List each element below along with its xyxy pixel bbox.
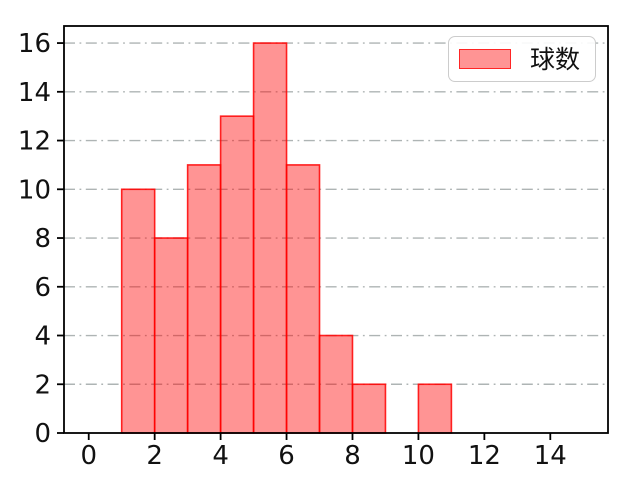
x-tick-label: 2 — [146, 441, 163, 471]
y-tick-label: 10 — [18, 175, 51, 205]
y-tick-label: 8 — [34, 224, 51, 254]
x-tick-label: 8 — [344, 441, 361, 471]
histogram-bar — [417, 383, 453, 434]
x-tick-label: 12 — [468, 441, 501, 471]
histogram-bar — [285, 164, 321, 434]
histogram-bar — [186, 164, 222, 434]
x-tick-label: 6 — [278, 441, 295, 471]
y-tick-label: 4 — [34, 322, 51, 352]
y-tick-label: 0 — [34, 419, 51, 449]
legend-label: 球数 — [530, 44, 581, 74]
histogram-bar — [219, 115, 255, 434]
x-tick-label: 0 — [80, 441, 97, 471]
x-tick-label: 14 — [534, 441, 567, 471]
histogram-bar — [120, 188, 156, 434]
y-tick-label: 6 — [34, 273, 51, 303]
legend: 球数 — [448, 36, 596, 82]
x-tick-label: 10 — [402, 441, 435, 471]
histogram-bar — [252, 42, 288, 434]
histogram-bar — [351, 383, 387, 434]
y-tick-label: 12 — [18, 127, 51, 157]
axes-spines — [63, 25, 609, 434]
y-tick-label: 16 — [18, 29, 51, 59]
histogram-bar — [318, 334, 354, 434]
y-tick-label: 14 — [18, 78, 51, 108]
x-tick-label: 4 — [212, 441, 229, 471]
legend-swatch — [459, 49, 511, 69]
histogram-bar — [153, 237, 189, 434]
y-tick-label: 2 — [34, 370, 51, 400]
